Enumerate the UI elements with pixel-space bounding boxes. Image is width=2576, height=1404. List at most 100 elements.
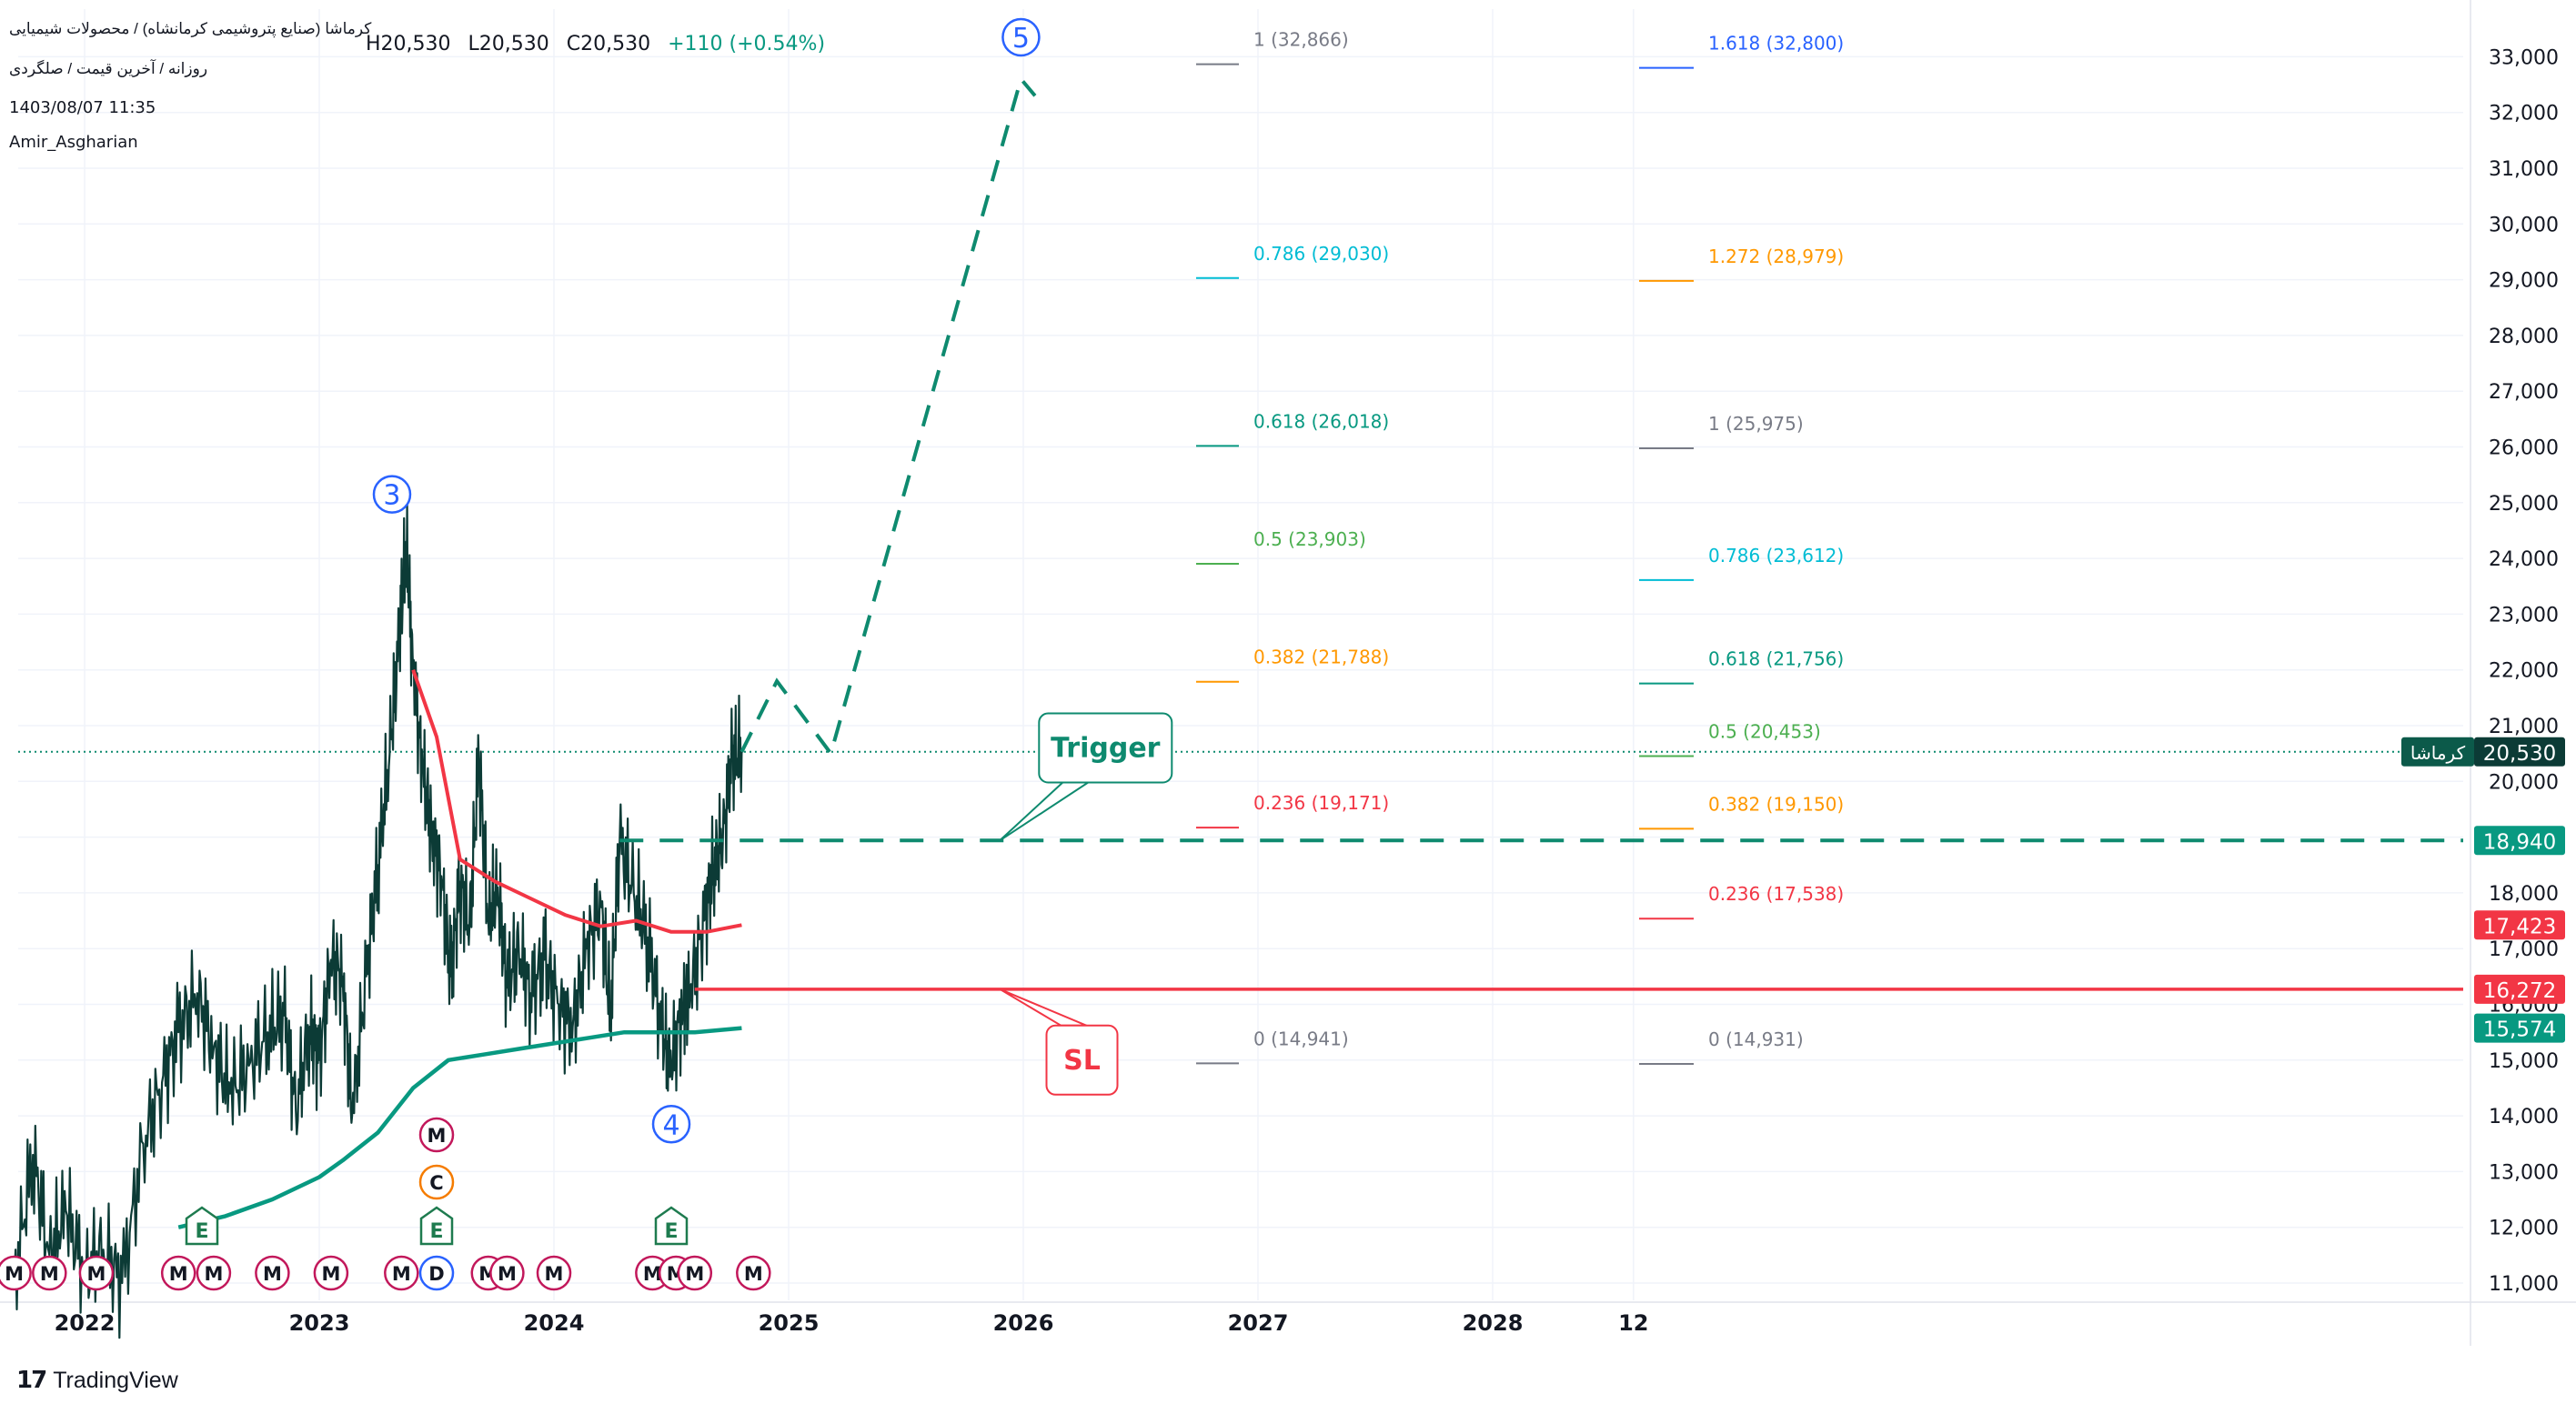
time-tick-label: 2024 — [524, 1310, 585, 1336]
fib-set-1-level-label: 0.786 (29,030) — [1253, 243, 1389, 265]
event-marker-label: M — [392, 1263, 411, 1285]
event-marker — [418, 1255, 455, 1291]
ma-teal-price-label-box — [2474, 1013, 2565, 1043]
ma-teal-price-label-text: 15,574 — [2483, 1018, 2556, 1042]
event-marker-label: M — [263, 1263, 282, 1285]
price-tick-label: 18,000 — [2489, 883, 2559, 906]
stop-loss-price-label-box — [2474, 974, 2565, 1004]
last-price-label-text: 20,530 — [2483, 742, 2556, 766]
symbol-description: کرماشا (صنایع پتروشیمی کرمانشاه) / محصول… — [9, 20, 371, 38]
price-tick-label: 15,000 — [2489, 1050, 2559, 1073]
last-price-label-tag-box — [2401, 737, 2474, 767]
last-price-label-tag-text: کرماشا — [2410, 742, 2466, 764]
price-tick-label: 21,000 — [2489, 716, 2559, 738]
time-tick-label: 12 — [1618, 1310, 1648, 1336]
trigger-price-label-box — [2474, 826, 2565, 856]
event-marker — [489, 1255, 525, 1291]
price-tick-label: 31,000 — [2489, 158, 2559, 181]
event-marker — [677, 1255, 713, 1291]
price-tick-label: 20,000 — [2489, 771, 2559, 794]
price-tick-label: 11,000 — [2489, 1273, 2559, 1296]
wave-5-projection — [740, 75, 1037, 758]
price-tick-label: 14,000 — [2489, 1106, 2559, 1128]
price-tick-label: 23,000 — [2489, 604, 2559, 627]
time-tick-label: 2022 — [55, 1310, 116, 1336]
fib-set-1-level-label: 0.618 (26,018) — [1253, 410, 1389, 432]
time-tick-label: 2028 — [1463, 1310, 1524, 1336]
tradingview-logo[interactable]: 17 TradingView — [16, 1362, 178, 1399]
fib-set-1-level-label: 0.236 (19,171) — [1253, 792, 1389, 814]
earnings-marker-label: E — [429, 1220, 443, 1243]
snapshot-date: 1403/08/07 11:35 — [9, 98, 156, 117]
ohlc-readout: H20,530 L20,530 C20,530 +110 (+0.54%) — [366, 33, 825, 55]
trigger-price-label-text: 18,940 — [2483, 830, 2556, 854]
callout-label: Trigger — [1051, 733, 1161, 765]
event-marker — [736, 1255, 771, 1291]
fib-set-1-level-label: 0.5 (23,903) — [1253, 528, 1366, 550]
callout-pointer — [999, 781, 1092, 842]
fib-set-2-level-label: 0.5 (20,453) — [1708, 721, 1821, 743]
earnings-marker — [419, 1206, 454, 1246]
price-tick-label: 22,000 — [2489, 660, 2559, 683]
event-marker — [418, 1164, 455, 1200]
wave-label-text: 3 — [383, 480, 400, 512]
low-value: L20,530 — [468, 33, 549, 55]
event-marker — [536, 1255, 572, 1291]
change-value: +110 (+0.54%) — [668, 33, 826, 55]
author-name: Amir_Asgharian — [9, 133, 138, 152]
fib-set-2-level-label: 0.618 (21,756) — [1708, 648, 1844, 670]
earnings-marker-label: E — [664, 1220, 678, 1243]
price-tick-label: 26,000 — [2489, 437, 2559, 460]
time-tick-label: 2026 — [993, 1310, 1054, 1336]
callout-box — [1045, 1024, 1119, 1096]
price-series-line — [13, 500, 743, 1339]
wave-label-text: 4 — [662, 1109, 679, 1141]
close-value: C20,530 — [566, 33, 651, 55]
wave-label-circle — [651, 1105, 691, 1144]
event-marker — [160, 1255, 196, 1291]
callout-box — [1038, 712, 1173, 784]
event-marker-label: M — [204, 1263, 223, 1285]
price-tick-label: 29,000 — [2489, 270, 2559, 293]
tradingview-wordmark: TradingView — [53, 1367, 178, 1393]
time-tick-label: 2027 — [1228, 1310, 1289, 1336]
event-marker-label: M — [169, 1263, 188, 1285]
event-marker-label: M — [498, 1263, 517, 1285]
fib-set-2-level-label: 0.786 (23,612) — [1708, 545, 1844, 567]
event-marker-label: M — [428, 1125, 447, 1147]
event-marker-label: M — [86, 1263, 106, 1285]
fib-set-2-level-label: 1.272 (28,979) — [1708, 246, 1844, 267]
fib-set-2-level-label: 0.382 (19,150) — [1708, 793, 1844, 815]
time-tick-label: 2025 — [759, 1310, 820, 1336]
wave-label-text: 5 — [1012, 23, 1030, 55]
moving-average-red — [411, 669, 742, 934]
ma-red-price-label-box — [2474, 910, 2565, 940]
event-marker-label: M — [545, 1263, 564, 1285]
price-tick-label: 27,000 — [2489, 381, 2559, 404]
event-marker — [255, 1255, 290, 1291]
tradingview-icon: 17 — [16, 1367, 47, 1394]
callout-pointer — [999, 988, 1087, 1027]
event-marker-label: M — [321, 1263, 340, 1285]
event-marker — [196, 1255, 232, 1291]
event-marker-label: M — [685, 1263, 704, 1285]
price-tick-label: 13,000 — [2489, 1161, 2559, 1184]
price-tick-label: 12,000 — [2489, 1218, 2559, 1240]
ma-red-price-label-text: 17,423 — [2483, 915, 2556, 938]
price-tick-label: 30,000 — [2489, 214, 2559, 236]
price-tick-label: 33,000 — [2489, 46, 2559, 69]
interval-line: روزانه / آخرین قیمت / صلگردی — [9, 60, 208, 77]
event-marker-label: M — [5, 1263, 24, 1285]
fib-set-2-level-label: 0.236 (17,538) — [1708, 883, 1844, 905]
price-tick-label: 25,000 — [2489, 493, 2559, 516]
price-tick-label: 17,000 — [2489, 938, 2559, 961]
event-marker — [418, 1117, 455, 1153]
event-marker-label: C — [429, 1172, 443, 1194]
time-tick-label: 2023 — [289, 1310, 350, 1336]
fib-set-1-level-label: 1 (32,866) — [1253, 29, 1349, 51]
event-marker — [78, 1255, 115, 1291]
fib-set-1-level-label: 0.382 (21,788) — [1253, 647, 1389, 668]
fib-set-1-level-label: 0 (14,941) — [1253, 1028, 1349, 1049]
earnings-marker-label: E — [195, 1220, 208, 1243]
